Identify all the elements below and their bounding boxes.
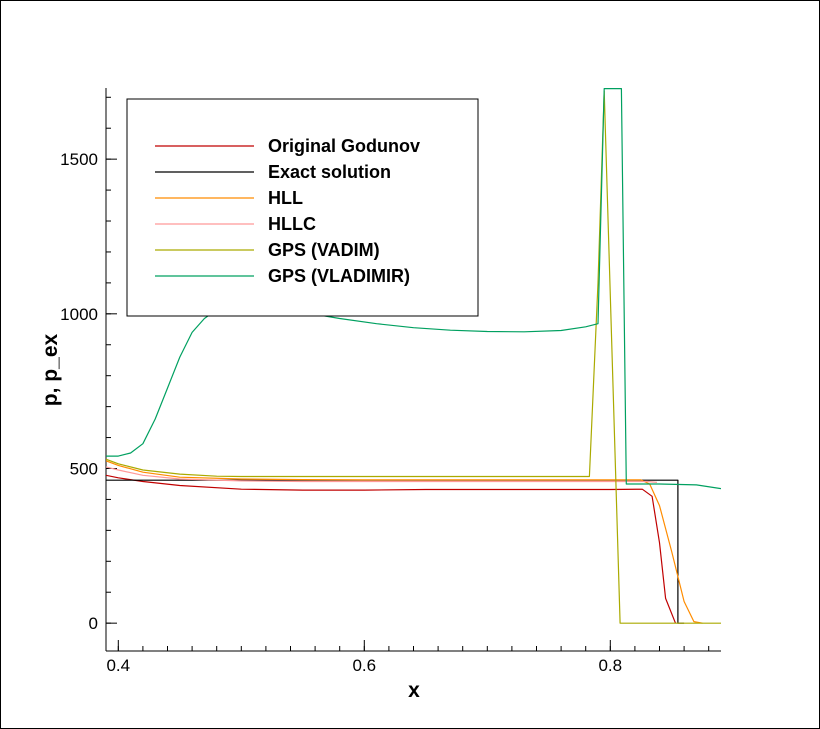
legend-label: GPS (VADIM) (268, 240, 380, 260)
legend-label: Original Godunov (268, 136, 420, 156)
legend: Original Godunov Exact solution HLL HLLC GPS… (126, 98, 479, 317)
x-axis-label: x (408, 679, 420, 702)
series-line-3 (106, 460, 703, 624)
y-axis-label: p, p_ex (39, 334, 62, 407)
y-tick-label: 1000 (60, 305, 98, 324)
y-tick-label: 1500 (60, 150, 98, 169)
x-tick-label: 0.4 (106, 656, 130, 675)
legend-box (126, 98, 479, 317)
y-tick-label: 0 (89, 614, 98, 633)
legend-label: Exact solution (268, 162, 391, 182)
series-line-1 (106, 474, 677, 624)
axes: 0.4 0.6 0.8 0 500 1000 1500 (60, 88, 721, 675)
series-line-2 (106, 479, 685, 624)
series-line-5 (106, 90, 721, 624)
series-line-6 (106, 88, 721, 490)
legend-label: HLL (268, 188, 303, 208)
legend-label: GPS (VLADIMIR) (268, 266, 410, 286)
series-line-4 (106, 466, 658, 483)
x-tick-label: 0.6 (352, 656, 376, 675)
legend-label: HLLC (268, 214, 316, 234)
x-tick-label: 0.8 (598, 656, 622, 675)
series-layer (106, 88, 721, 624)
y-tick-label: 500 (70, 459, 98, 478)
